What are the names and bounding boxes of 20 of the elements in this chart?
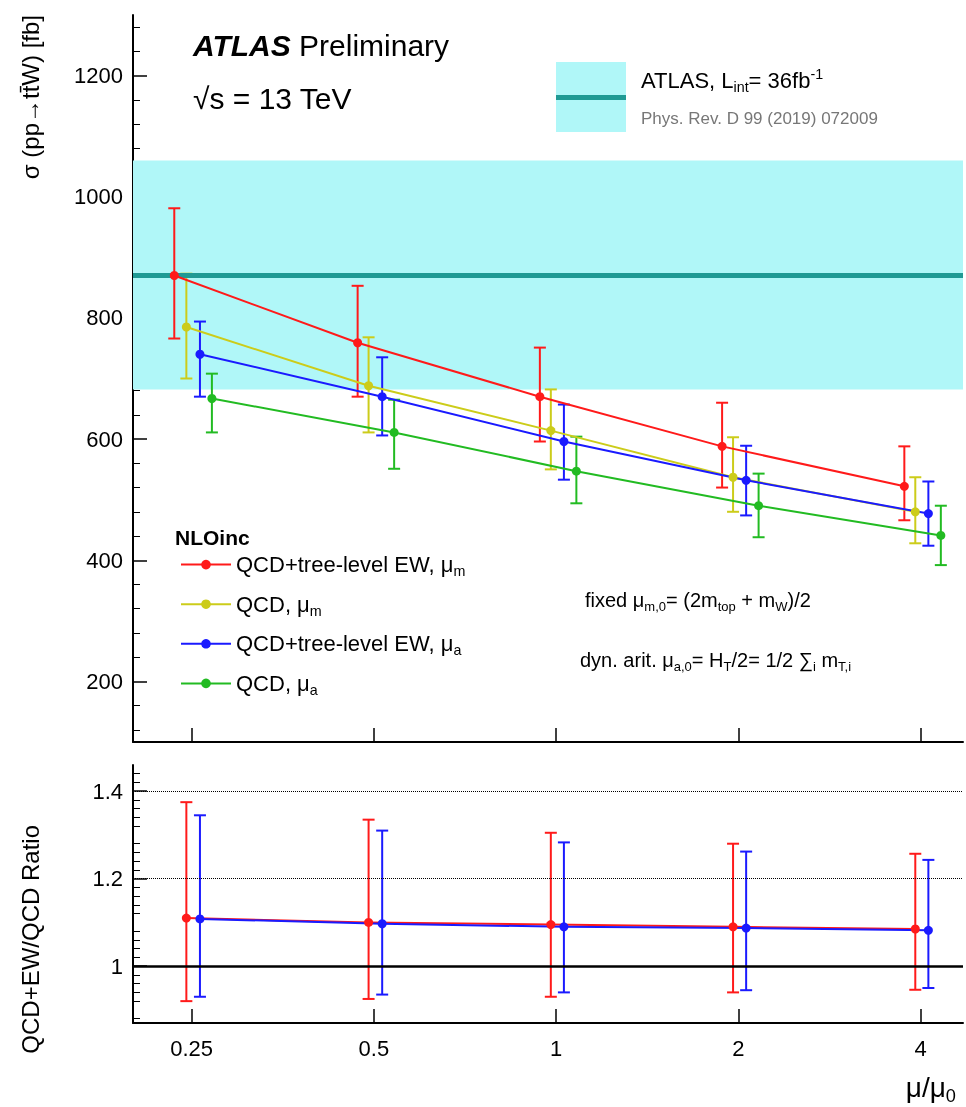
annotation: √s = 13 TeV (193, 81, 352, 115)
annotation: ATLAS Preliminary (192, 28, 450, 62)
legend-title: NLOinc (175, 526, 250, 549)
y-tick-label: 1200 (74, 63, 123, 89)
y-axis-title: QCD+EW/QCD Ratio (16, 825, 44, 1054)
y-tick-label: 800 (86, 305, 123, 331)
y-tick-label: 1.4 (92, 778, 123, 804)
x-tick-label: 0.5 (358, 1035, 390, 1061)
y-tick-label: 1.2 (92, 866, 123, 892)
annotation: Phys. Rev. D 99 (2019) 072009 (641, 108, 878, 128)
x-tick-label: 1 (550, 1035, 563, 1061)
y-axis-title: σ (pp→tt̄W) [fb] (16, 15, 44, 180)
y-tick-label: 600 (86, 426, 123, 452)
y-tick-label: 200 (86, 668, 123, 694)
y-tick-label: 1 (110, 953, 123, 979)
y-tick-label: 400 (86, 547, 123, 573)
x-tick-label: 4 (914, 1035, 927, 1061)
y-tick-label: 1000 (74, 184, 123, 210)
x-tick-label: 2 (732, 1035, 745, 1061)
x-tick-label: 0.25 (170, 1035, 214, 1061)
